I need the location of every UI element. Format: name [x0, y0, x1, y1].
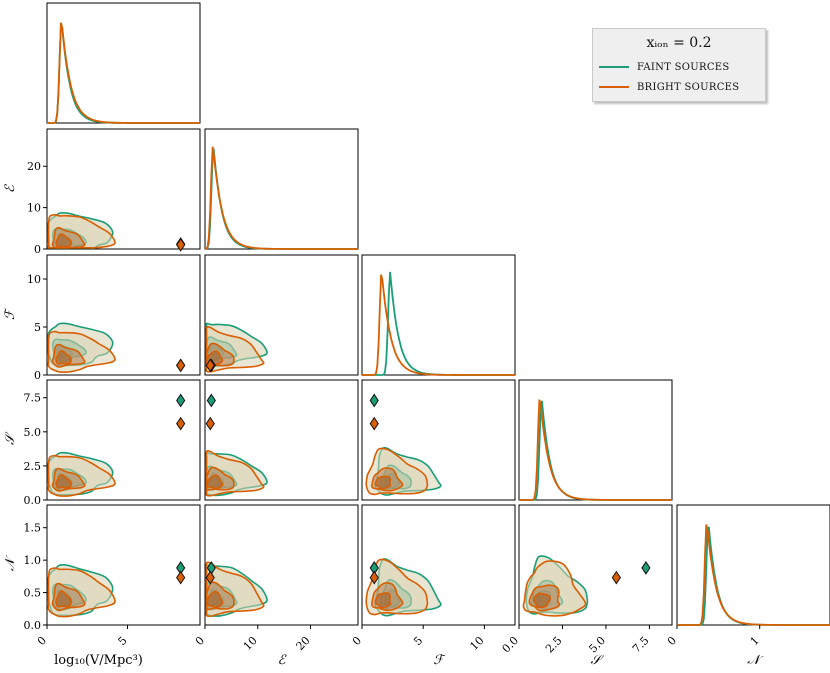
xlabel-F: ℱ	[433, 653, 446, 668]
legend: xᵢₒₙ = 0.2 FAINT SOURCES BRIGHT SOURCES	[592, 28, 766, 102]
ylabel-F: ℱ	[3, 307, 18, 320]
contours-S-F	[365, 446, 442, 496]
xlabel-E: ℰ	[278, 653, 287, 668]
ytick-label-F: 5	[34, 321, 41, 334]
contour-bright-level-3	[55, 350, 72, 365]
marker-bright-S-log10V	[176, 416, 186, 431]
contours-S-E	[205, 450, 268, 497]
contours-N-S	[522, 555, 589, 617]
contour-bright-level-3	[206, 590, 224, 609]
contour-bright-level-3	[206, 474, 224, 490]
xtick-label-F: 0	[350, 634, 364, 648]
xlabel-S: 𝒮	[590, 653, 604, 668]
ylabel-E: ℰ	[3, 184, 18, 193]
ytick-label-F: 0	[34, 369, 41, 382]
xtick-label-F: 10	[467, 634, 486, 653]
marker-bright-S-E	[205, 416, 215, 431]
contour-bright-level-3	[55, 233, 72, 248]
marginal-bright-S	[519, 399, 672, 501]
xtick-label-N: 0	[665, 634, 679, 648]
marker-bright-F-E	[205, 358, 215, 373]
xtick-label-S: 2.5	[543, 634, 565, 656]
ytick-label-E: 0	[34, 243, 41, 256]
ytick-label-N: 0.5	[24, 587, 42, 600]
legend-label-bright: BRIGHT SOURCES	[637, 81, 740, 93]
panel-S-S	[518, 379, 673, 501]
contour-bright-level-3	[55, 590, 72, 608]
ytick-label-S: 0.0	[24, 494, 42, 507]
xtick-label-E: 0	[193, 634, 207, 648]
marker-bright-S-F	[369, 416, 379, 431]
legend-title: xᵢₒₙ = 0.2	[646, 35, 712, 51]
marker-bright-E-log10V	[176, 237, 186, 252]
xtick-label-S: 0.0	[500, 634, 522, 656]
legend-swatch-bright	[599, 86, 629, 88]
marginal-bright-E	[204, 146, 358, 250]
contour-bright-level-3	[374, 475, 392, 490]
xtick-label-E: 10	[241, 634, 260, 653]
panel-F-F	[361, 254, 516, 376]
xtick-label-S: 7.5	[630, 634, 652, 656]
contours-F-E	[205, 322, 268, 373]
panel-log10V-log10V	[46, 2, 201, 124]
legend-swatch-faint	[599, 66, 629, 68]
contour-bright-level-3	[55, 474, 72, 489]
contours-E-log10V	[47, 212, 116, 249]
panel-N-log10V	[46, 504, 201, 626]
contours-N-E	[205, 561, 268, 618]
xtick-label-N: 1	[748, 634, 762, 648]
marker-faint-S-E	[206, 393, 216, 408]
ylabel-N: 𝒩	[3, 554, 18, 571]
legend-entry-faint: FAINT SOURCES	[599, 59, 730, 75]
marker-bright-N-S	[611, 570, 621, 585]
contour-bright-level-3	[374, 592, 392, 609]
marker-bright-N-log10V	[176, 570, 186, 585]
xlabel-log10V: log₁₀(V/Mpc³)	[54, 653, 143, 668]
marginal-bright-F	[362, 274, 515, 376]
marginal-bright-log10V	[47, 22, 200, 124]
marker-faint-N-S	[641, 561, 651, 575]
ytick-label-N: 0.0	[24, 619, 42, 632]
ytick-label-S: 2.5	[24, 460, 42, 473]
contours-N-log10V	[47, 564, 116, 618]
xlabel-N: 𝒩	[747, 653, 764, 668]
panel-E-E	[204, 128, 359, 250]
ytick-label-S: 5.0	[24, 426, 42, 439]
ytick-label-N: 1.0	[24, 554, 42, 567]
ytick-label-N: 1.5	[24, 522, 42, 535]
marker-bright-F-log10V	[176, 358, 186, 373]
xtick-label-E: 20	[294, 634, 313, 653]
marker-faint-S-log10V	[176, 393, 186, 408]
legend-label-faint: FAINT SOURCES	[637, 61, 730, 73]
contours-N-F	[365, 558, 442, 617]
panel-N-N	[676, 504, 830, 626]
marker-faint-S-F	[369, 393, 379, 408]
xtick-label-log10V: 5	[116, 634, 130, 648]
xtick-label-log10V: 0	[35, 634, 49, 648]
legend-entry-bright: BRIGHT SOURCES	[599, 79, 739, 95]
ylabel-S: 𝒮	[3, 431, 18, 445]
contours-F-log10V	[47, 322, 116, 373]
contour-bright-level-3	[532, 592, 552, 609]
ytick-label-E: 10	[27, 202, 41, 215]
marker-bright-N-F	[369, 570, 379, 585]
ytick-label-E: 20	[27, 160, 41, 173]
marker-bright-N-E	[205, 570, 215, 585]
xtick-label-F: 5	[411, 634, 425, 648]
ytick-label-S: 7.5	[24, 392, 42, 405]
contours-S-log10V	[47, 451, 116, 497]
marginal-bright-N	[677, 524, 830, 626]
ytick-label-F: 10	[27, 273, 41, 286]
